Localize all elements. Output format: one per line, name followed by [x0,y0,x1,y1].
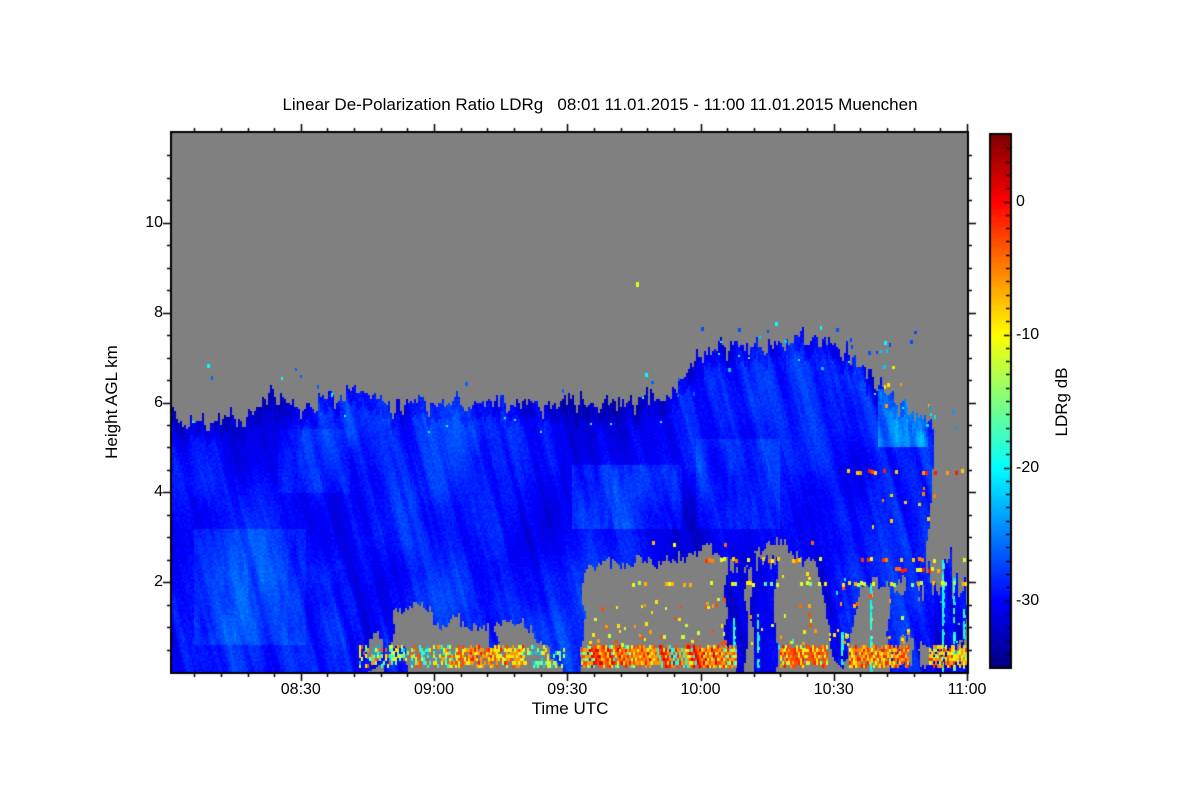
x-tick-label: 10:00 [680,681,721,698]
x-axis-label: Time UTC [531,699,609,718]
x-tick-label: 10:30 [813,681,854,698]
y-tick-label: 2 [154,573,163,591]
x-tick-label: 08:30 [280,681,321,698]
x-tick-label: 11:00 [947,681,987,698]
y-tick-label: 4 [154,483,163,501]
colorbar-tick-label: -20 [1016,458,1040,476]
y-tick-label: 8 [154,303,163,321]
y-axis-label: Height AGL km [102,345,121,459]
colorbar-tick-label: -30 [1016,591,1040,609]
x-tick-label: 09:00 [414,681,455,698]
chart-title: Linear De-Polarization Ratio LDRg 08:01 … [282,95,918,114]
colorbar-tick-label: 0 [1016,192,1025,210]
colorbar-tick-label: -10 [1016,325,1040,343]
y-tick-label: 6 [154,393,163,411]
colorbar-label: LDRg dB [1052,367,1071,437]
y-tick-label: 10 [145,213,163,231]
x-tick-label: 09:30 [547,681,588,698]
